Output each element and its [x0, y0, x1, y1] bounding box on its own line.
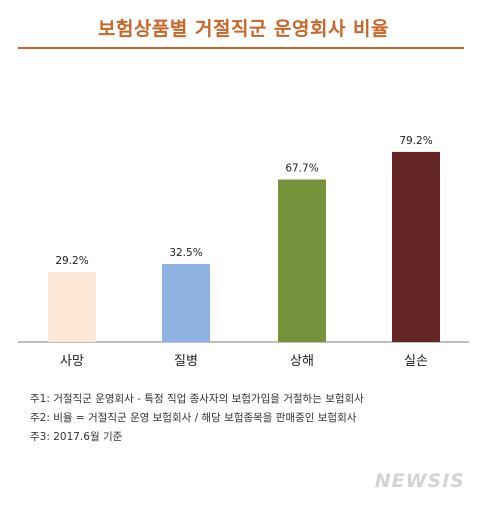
- chart-title: 보험상품별 거절직군 운영회사 비율: [97, 18, 390, 40]
- data-label-3: 67.7%: [285, 163, 318, 175]
- footnote-3: 주3: 2017.6월 기준: [30, 431, 123, 443]
- bar-2: [162, 264, 210, 342]
- category-label-4: 실손: [404, 354, 428, 369]
- footnotes: 주1: 거절직군 운영회사 - 특정 직업 종사자의 보험가입을 거절하는 보험…: [30, 390, 364, 447]
- data-label-4: 79.2%: [399, 135, 432, 147]
- footnote-1: 주1: 거절직군 운영회사 - 특정 직업 종사자의 보험가입을 거절하는 보험…: [30, 393, 364, 405]
- category-label-3: 상해: [290, 354, 314, 369]
- bar-4: [392, 151, 440, 342]
- category-label-1: 사망: [60, 354, 84, 369]
- category-label-2: 질병: [174, 354, 198, 369]
- newsis-watermark: NEWSIS: [374, 470, 465, 492]
- bar-3: [278, 179, 326, 342]
- bar-1: [48, 271, 96, 342]
- data-label-1: 29.2%: [55, 255, 88, 267]
- title-divider: [18, 47, 464, 49]
- bar-chart: 29.2% 사망 32.5% 질병 67.7% 상해 79.2% 실손: [18, 135, 469, 369]
- footnote-2: 주2: 비율 = 거절직군 운영 보험회사 / 해당 보험종목을 판매중인 보험…: [30, 412, 357, 424]
- data-label-2: 32.5%: [169, 247, 202, 259]
